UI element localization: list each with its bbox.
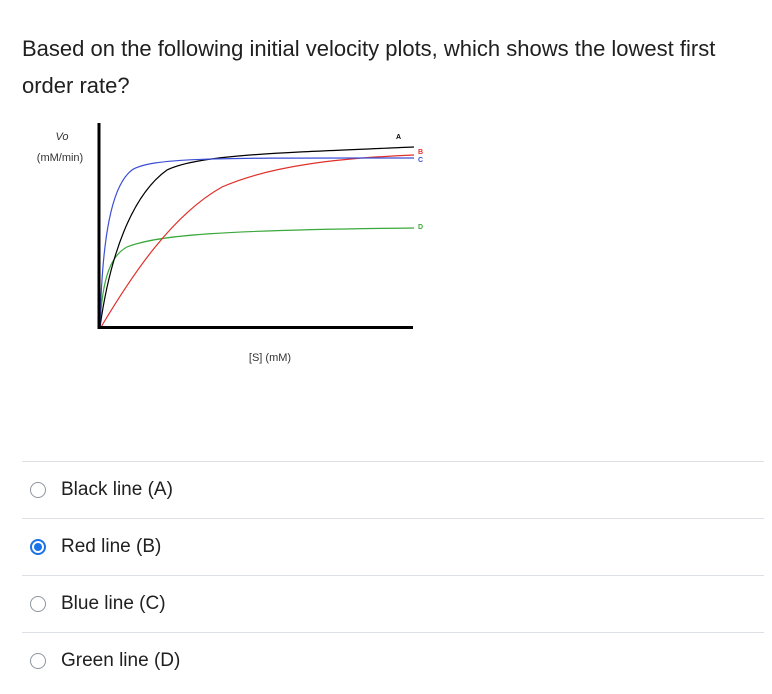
y-axis-label-line1: Vo [55, 131, 68, 143]
radio-button-c[interactable] [30, 596, 46, 612]
curve-c-blue [99, 157, 415, 328]
answer-label-c: Blue line (C) [61, 593, 166, 614]
curve-a-black [99, 146, 415, 328]
radio-button-d[interactable] [30, 653, 46, 669]
answer-option-d[interactable]: Green line (D) [22, 632, 764, 689]
answer-option-a[interactable]: Black line (A) [22, 461, 764, 518]
answer-option-b[interactable]: Red line (B) [22, 518, 764, 575]
question-text: Based on the following initial velocity … [22, 36, 716, 98]
answer-label-a: Black line (A) [61, 479, 173, 500]
curve-d-green [99, 227, 415, 328]
curve-label-b: B [418, 149, 423, 156]
velocity-plot: Vo (mM/min) [S] (mM) A B C D [37, 123, 423, 364]
y-axis-label-line2: (mM/min) [37, 152, 83, 164]
velocity-plot-figure: Vo (mM/min) [S] (mM) A B C D [22, 115, 452, 375]
curve-label-d: D [418, 224, 423, 231]
radio-button-b[interactable] [30, 539, 46, 555]
answer-label-b: Red line (B) [61, 536, 162, 557]
answer-list: Black line (A) Red line (B) Blue line (C… [22, 461, 764, 689]
radio-button-a[interactable] [30, 482, 46, 498]
curve-label-c: C [418, 157, 423, 164]
curve-b-red [100, 154, 415, 328]
answer-option-c[interactable]: Blue line (C) [22, 575, 764, 632]
answer-label-d: Green line (D) [61, 650, 181, 671]
curve-label-a: A [396, 134, 401, 141]
x-axis-label: [S] (mM) [249, 352, 291, 364]
